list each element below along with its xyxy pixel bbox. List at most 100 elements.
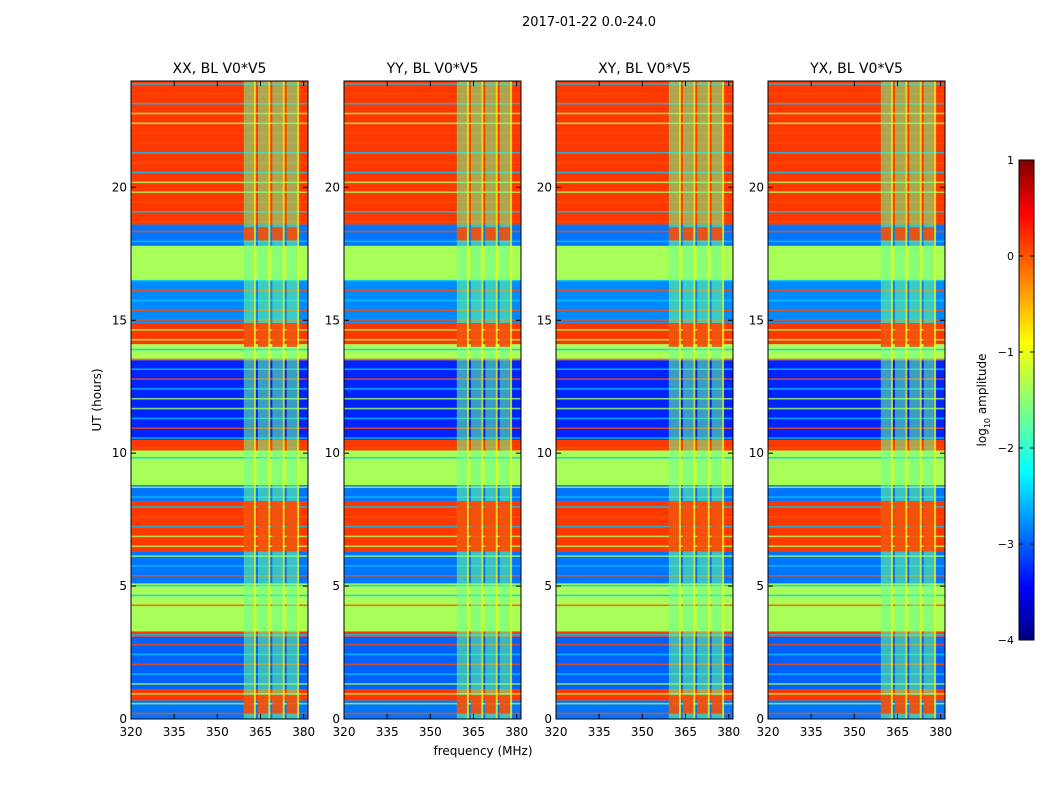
band-burst	[257, 695, 269, 714]
rfi-line	[768, 378, 945, 380]
rfi-line	[556, 417, 733, 420]
band-burst	[272, 322, 283, 347]
band-burst	[668, 501, 679, 552]
rfi-line	[556, 260, 733, 262]
rfi-line	[768, 702, 945, 705]
rfi-line	[344, 574, 521, 577]
band-burst	[711, 695, 723, 714]
y-tick-label: 5	[332, 579, 340, 593]
rfi-line	[768, 555, 945, 557]
band-burst	[470, 322, 482, 347]
rfi-line	[344, 476, 521, 479]
band-burst	[894, 501, 906, 552]
rfi-line	[344, 220, 521, 223]
rfi-line	[344, 653, 521, 656]
rfi-line	[131, 633, 308, 636]
band-burst	[286, 501, 298, 552]
y-tick-label: 15	[537, 313, 552, 327]
panel-title: XY, BL V0*V5	[598, 61, 691, 77]
rfi-line	[131, 191, 308, 193]
rfi-line	[131, 604, 308, 607]
y-tick-label: 5	[756, 579, 764, 593]
rfi-line	[344, 161, 521, 164]
rfi-line	[556, 83, 733, 85]
rfi-line	[556, 329, 733, 331]
rfi-line	[344, 683, 521, 685]
rfi-line	[768, 230, 945, 233]
rfi-line	[768, 683, 945, 685]
band-stripe	[456, 81, 467, 719]
rfi-line	[344, 565, 521, 567]
y-tick-label: 5	[119, 579, 127, 593]
band-burst	[499, 227, 511, 241]
band-burst	[243, 501, 254, 552]
rfi-line	[131, 702, 308, 705]
rfi-line	[131, 712, 308, 715]
rfi-line	[344, 83, 521, 85]
rfi-line	[768, 319, 945, 321]
band-stripe	[272, 81, 283, 719]
rfi-line	[344, 506, 521, 508]
rfi-line	[344, 397, 521, 400]
rfi-line	[556, 702, 733, 705]
rfi-line	[344, 584, 521, 587]
band-burst	[894, 322, 906, 347]
time-segment	[344, 450, 521, 459]
band-burst	[456, 227, 467, 241]
rfi-line	[556, 447, 733, 449]
rfi-line	[768, 181, 945, 184]
time-segment	[344, 689, 521, 701]
band-burst	[499, 322, 511, 347]
rfi-line	[556, 653, 733, 656]
rfi-line	[131, 437, 308, 439]
rfi-line	[344, 486, 521, 489]
rfi-line	[344, 329, 521, 331]
rfi-line	[131, 279, 308, 282]
rfi-line	[131, 565, 308, 567]
rfi-line	[556, 388, 733, 390]
band-stripe	[499, 81, 511, 719]
rfi-line	[768, 93, 945, 95]
rfi-line	[344, 319, 521, 321]
rfi-line	[556, 712, 733, 715]
rfi-line	[131, 250, 308, 252]
rfi-line	[344, 466, 521, 469]
x-tick-label: 365	[249, 725, 272, 739]
rfi-line	[131, 289, 308, 292]
rfi-line	[344, 633, 521, 636]
rfi-line	[768, 456, 945, 459]
rfi-line	[556, 220, 733, 223]
rfi-line	[556, 122, 733, 125]
band-burst	[923, 322, 935, 347]
rfi-line	[344, 102, 521, 105]
rfi-line	[768, 191, 945, 193]
colorbar-tick-label: 1	[1007, 154, 1014, 167]
rfi-line	[344, 407, 521, 410]
band-burst	[286, 322, 298, 347]
colorbar-tick-label: −1	[998, 346, 1014, 359]
rfi-line	[131, 161, 308, 164]
rfi-line	[768, 663, 945, 666]
rfi-line	[344, 358, 521, 361]
rfi-line	[344, 201, 521, 203]
band-stripe	[711, 81, 723, 719]
rfi-line	[131, 230, 308, 233]
band-gap	[707, 81, 710, 719]
rfi-line	[768, 161, 945, 164]
rfi-line	[768, 152, 945, 154]
rfi-line	[556, 171, 733, 174]
rfi-line	[768, 211, 945, 213]
rfi-line	[344, 260, 521, 262]
rfi-line	[131, 388, 308, 390]
band-burst	[909, 501, 920, 552]
x-tick-label: 320	[333, 725, 356, 739]
band-stripe	[682, 81, 694, 719]
rfi-line	[344, 437, 521, 439]
panel-2: YY, BL V0*V5 320 335 350 365 380 0 5 10 15 20	[325, 61, 528, 739]
band-burst	[682, 501, 694, 552]
rfi-line	[344, 240, 521, 243]
band-gap	[282, 81, 285, 719]
rfi-line	[131, 378, 308, 380]
band-gap	[481, 81, 484, 719]
rfi-line	[768, 427, 945, 430]
